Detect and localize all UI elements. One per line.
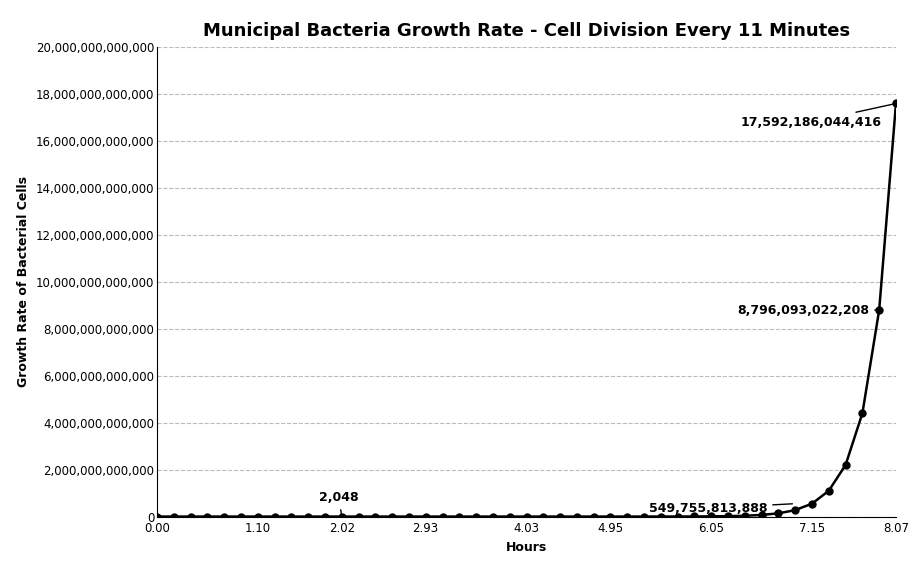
Text: 17,592,186,044,416: 17,592,186,044,416 (740, 104, 894, 129)
Title: Municipal Bacteria Growth Rate - Cell Division Every 11 Minutes: Municipal Bacteria Growth Rate - Cell Di… (203, 22, 850, 40)
Text: 8,796,093,022,208: 8,796,093,022,208 (737, 303, 876, 316)
Y-axis label: Growth Rate of Bacterial Cells: Growth Rate of Bacterial Cells (18, 176, 30, 387)
X-axis label: Hours: Hours (506, 541, 547, 554)
Text: 2,048: 2,048 (319, 491, 359, 514)
Text: 549,755,813,888: 549,755,813,888 (649, 502, 793, 515)
